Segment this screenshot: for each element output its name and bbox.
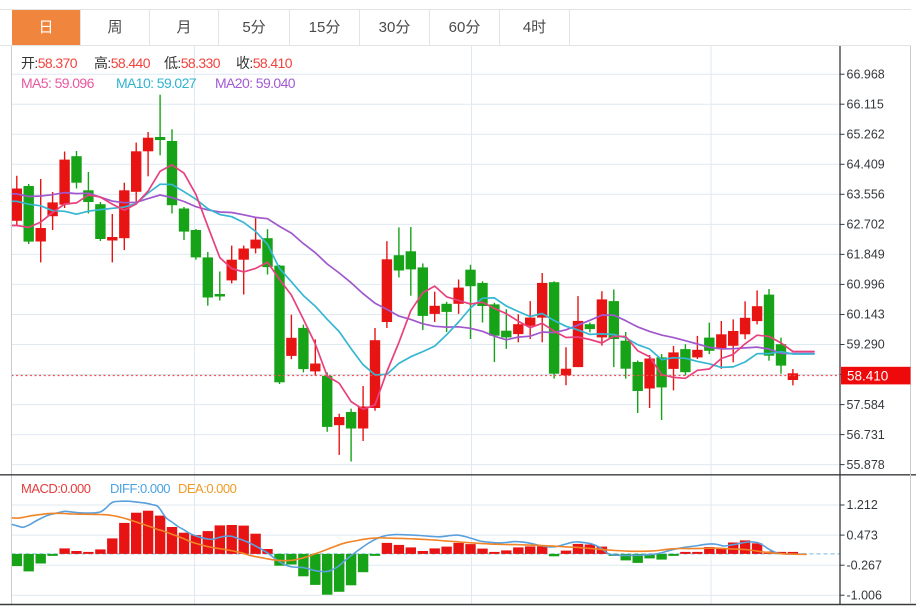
svg-text:59.290: 59.290: [847, 338, 885, 352]
svg-text:58.410: 58.410: [847, 368, 888, 383]
svg-text:1.212: 1.212: [847, 498, 878, 512]
svg-text:65.262: 65.262: [847, 128, 885, 142]
svg-text:62.702: 62.702: [847, 218, 885, 232]
svg-text:-0.267: -0.267: [847, 558, 882, 572]
svg-text:66.115: 66.115: [847, 97, 884, 111]
svg-text:63.556: 63.556: [847, 188, 885, 202]
svg-text:61.849: 61.849: [847, 248, 885, 262]
svg-text:60.996: 60.996: [847, 278, 885, 292]
svg-text:56.731: 56.731: [847, 428, 885, 442]
svg-text:0.473: 0.473: [847, 528, 878, 542]
svg-text:57.584: 57.584: [847, 398, 885, 412]
svg-text:-1.006: -1.006: [847, 588, 882, 602]
svg-text:55.878: 55.878: [847, 458, 885, 472]
svg-text:66.968: 66.968: [847, 67, 885, 81]
svg-text:60.143: 60.143: [847, 308, 885, 322]
svg-text:64.409: 64.409: [847, 158, 885, 172]
